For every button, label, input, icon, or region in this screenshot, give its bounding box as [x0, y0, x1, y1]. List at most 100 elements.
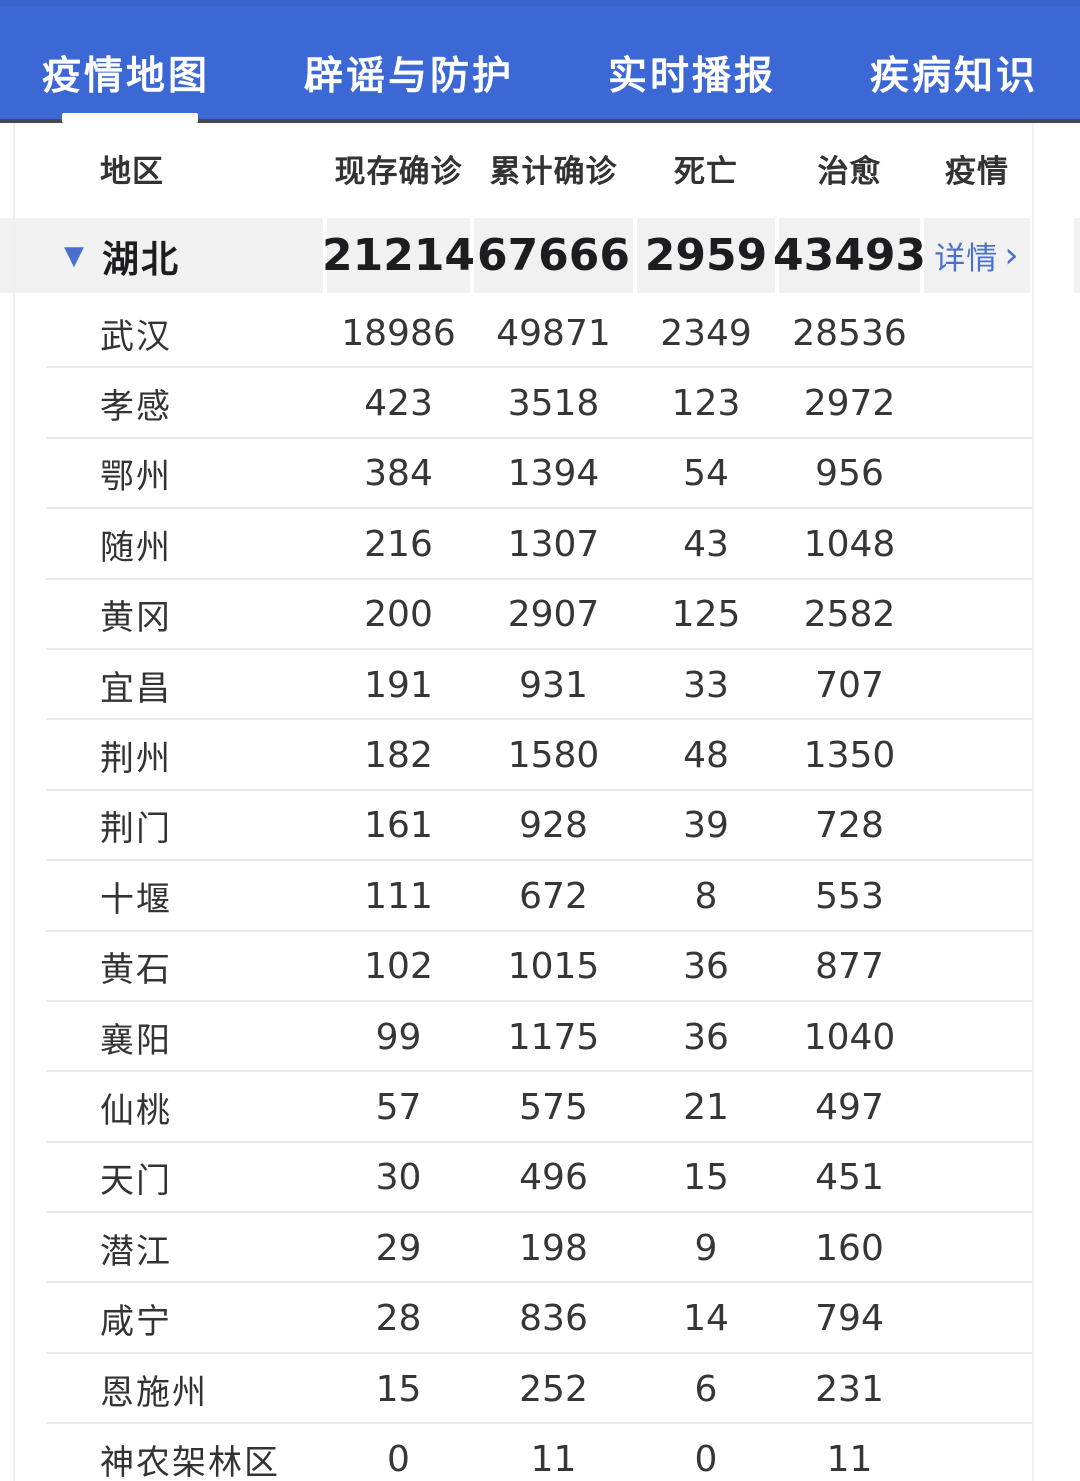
deaths-cell: 15: [683, 1157, 729, 1199]
region-cell: 天门: [100, 1161, 172, 1202]
cured-cell: 877: [815, 946, 884, 988]
table-row: 黄石 102 1015 36 877: [0, 931, 1080, 1003]
region-cell: 荆门: [100, 809, 172, 850]
province-summary-row[interactable]: ▼ 湖北 21214 67666 2959 43493 详情 ›: [0, 213, 1080, 298]
cured-cell: 794: [815, 1298, 884, 1340]
total-confirmed-cell: 49871: [496, 312, 611, 354]
deaths-cell: 48: [683, 735, 729, 777]
navbar-top-strip: [0, 0, 1080, 7]
total-confirmed-cell: 252: [519, 1368, 588, 1410]
deaths-cell: 14: [683, 1298, 729, 1340]
tab-rumor-protection[interactable]: 辟谣与防护: [303, 53, 514, 99]
province-region-cell: ▼ 湖北: [0, 218, 323, 293]
region-cell: 黄冈: [100, 598, 172, 639]
region-cell: 孝感: [100, 387, 172, 428]
deaths-cell: 21: [683, 1086, 729, 1128]
cured-cell: 707: [815, 664, 884, 706]
current-confirmed-cell: 99: [375, 1016, 422, 1058]
province-cured-cell: 43493: [773, 218, 926, 293]
tab-live-broadcast[interactable]: 实时播报: [607, 53, 776, 99]
total-confirmed-cell: 2907: [507, 594, 600, 636]
table-header-row: 地区 现存确诊 累计确诊 死亡 治愈 疫情: [0, 123, 1080, 213]
city-rows-list: 武汉 18986 49871 2349 28536 孝感 423 3518 123 2972 鄂州 3…: [0, 298, 1080, 1481]
cured-cell: 553: [815, 875, 884, 917]
tab-epidemic-map[interactable]: 疫情地图: [42, 53, 211, 99]
current-confirmed-cell: 15: [375, 1368, 422, 1410]
region-cell: 武汉: [100, 316, 172, 357]
total-confirmed-cell: 1175: [507, 1016, 600, 1058]
deaths-cell: 36: [683, 1016, 729, 1058]
current-confirmed-cell: 102: [364, 946, 433, 988]
table-row: 恩施州 15 252 6 231: [0, 1353, 1080, 1425]
total-confirmed-cell: 198: [519, 1227, 588, 1269]
table-right-border: [1032, 123, 1034, 1481]
table-row: 荆州 182 1580 48 1350: [0, 720, 1080, 792]
table-row: 仙桃 57 575 21 497: [0, 1072, 1080, 1144]
cured-cell: 956: [815, 453, 884, 495]
cured-cell: 728: [815, 805, 884, 847]
deaths-cell: 8: [694, 875, 718, 917]
cured-cell: 1048: [803, 523, 896, 565]
current-confirmed-cell: 29: [375, 1227, 422, 1269]
total-confirmed-cell: 11: [530, 1438, 577, 1480]
current-confirmed-cell: 182: [364, 735, 433, 777]
detail-link[interactable]: 详情 ›: [934, 234, 1020, 277]
deaths-cell: 2349: [660, 312, 752, 354]
table-row: 随州 216 1307 43 1048: [0, 509, 1080, 580]
current-confirmed-cell: 28: [375, 1298, 422, 1340]
province-detail-cell: 详情 ›: [924, 218, 1030, 293]
total-confirmed-cell: 672: [519, 875, 588, 917]
region-cell: 荆州: [100, 739, 172, 780]
deaths-cell: 43: [683, 523, 729, 565]
nav-tabs: 疫情地图 辟谣与防护 实时播报 疾病知识: [0, 0, 1080, 119]
total-confirmed-cell: 1394: [507, 453, 600, 495]
total-confirmed-cell: 496: [519, 1157, 588, 1199]
current-confirmed-cell: 57: [375, 1086, 422, 1128]
region-cell: 十堰: [100, 879, 172, 920]
region-cell: 随州: [100, 527, 172, 568]
province-deaths-cell: 2959: [637, 218, 775, 293]
column-header-total-confirmed: 累计确诊: [489, 153, 618, 190]
current-confirmed-cell: 384: [364, 453, 433, 495]
deaths-cell: 36: [683, 946, 729, 988]
table-left-border: [13, 123, 15, 1481]
total-confirmed-cell: 1015: [507, 946, 600, 988]
total-confirmed-cell: 928: [519, 805, 588, 847]
total-confirmed-cell: 836: [519, 1298, 588, 1340]
region-cell: 仙桃: [100, 1090, 172, 1131]
deaths-cell: 125: [671, 594, 741, 636]
column-header-cured: 治愈: [817, 153, 882, 190]
current-confirmed-cell: 216: [364, 523, 433, 565]
collapse-triangle-icon[interactable]: ▼: [64, 240, 84, 271]
current-confirmed-cell: 161: [364, 805, 433, 847]
table-row: 十堰 111 672 8 553: [0, 861, 1080, 932]
region-cell: 潜江: [100, 1231, 172, 1272]
table-row: 鄂州 384 1394 54 956: [0, 438, 1080, 510]
deaths-cell: 123: [671, 383, 741, 425]
total-confirmed-cell: 3518: [507, 383, 600, 425]
region-cell: 宜昌: [100, 668, 172, 709]
cured-cell: 2582: [803, 594, 896, 636]
cured-cell: 11: [826, 1438, 873, 1480]
table-row: 黄冈 200 2907 125 2582: [0, 579, 1080, 651]
table-row: 咸宁 28 836 14 794: [0, 1283, 1080, 1355]
column-header-deaths: 死亡: [674, 153, 738, 190]
cured-cell: 451: [815, 1157, 884, 1199]
table-row: 宜昌 191 931 33 707: [0, 649, 1080, 721]
cured-cell: 497: [815, 1086, 884, 1128]
deaths-cell: 0: [694, 1438, 718, 1480]
province-current-confirmed-cell: 21214: [322, 218, 475, 293]
top-navbar: 疫情地图 辟谣与防护 实时播报 疾病知识: [0, 0, 1080, 123]
table-row: 神农架林区 0 11 0 11: [0, 1424, 1080, 1481]
deaths-cell: 54: [683, 453, 729, 495]
cured-cell: 231: [815, 1368, 884, 1410]
deaths-cell: 39: [683, 805, 729, 847]
tab-disease-knowledge[interactable]: 疾病知识: [869, 53, 1038, 99]
current-confirmed-cell: 30: [375, 1157, 422, 1199]
deaths-cell: 33: [683, 664, 729, 706]
region-cell: 黄石: [100, 950, 172, 991]
current-confirmed-cell: 191: [364, 664, 433, 706]
cured-cell: 28536: [792, 312, 907, 354]
table-row: 天门 30 496 15 451: [0, 1142, 1080, 1214]
